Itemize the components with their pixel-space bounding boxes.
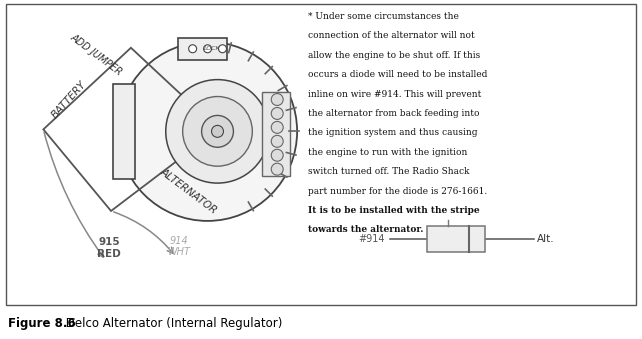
Circle shape [183,97,252,166]
Text: BATTERY: BATTERY [50,79,89,120]
Circle shape [271,163,283,175]
Text: #914: #914 [358,234,385,244]
Text: occurs a diode will need to be installed: occurs a diode will need to be installed [308,70,487,79]
Text: Alt.: Alt. [537,234,555,244]
Circle shape [189,45,196,53]
Text: allow the engine to be shut off. If this: allow the engine to be shut off. If this [308,51,480,60]
Text: Figure 8.6: Figure 8.6 [8,317,76,330]
Bar [263,92,290,176]
Circle shape [271,149,283,161]
Text: the ignition system and thus causing: the ignition system and thus causing [308,128,478,137]
Circle shape [271,94,283,105]
Text: 915: 915 [98,237,120,247]
Text: * Under some circumstances the: * Under some circumstances the [308,12,459,21]
Text: towards the alternator.: towards the alternator. [308,225,424,234]
Circle shape [118,42,297,221]
Text: the engine to run with the ignition: the engine to run with the ignition [308,148,467,157]
Bar [428,226,485,252]
Circle shape [218,45,227,53]
Text: 914: 914 [169,236,188,246]
Text: inline on wire #914. This will prevent: inline on wire #914. This will prevent [308,89,482,99]
Bar [113,84,135,179]
Circle shape [166,80,269,183]
Text: switch turned off. The Radio Shack: switch turned off. The Radio Shack [308,167,469,176]
Circle shape [271,135,283,147]
Text: LOCK: LOCK [204,46,221,51]
Circle shape [204,45,211,53]
Text: RED: RED [97,249,121,259]
Text: part number for the diode is 276-1661.: part number for the diode is 276-1661. [308,186,487,196]
Bar [178,38,227,60]
Circle shape [271,107,283,119]
Text: WHT: WHT [167,247,190,257]
Text: ALTERNATOR: ALTERNATOR [159,166,219,216]
Circle shape [271,121,283,133]
Text: It is to be installed with the stripe: It is to be installed with the stripe [308,206,480,215]
Circle shape [202,116,234,147]
Text: connection of the alternator will not: connection of the alternator will not [308,31,475,40]
Circle shape [211,125,223,137]
Text: Delco Alternator (Internal Regulator): Delco Alternator (Internal Regulator) [62,317,282,330]
Text: ADD JUMPER: ADD JUMPER [69,32,124,77]
Text: the alternator from back feeding into: the alternator from back feeding into [308,109,480,118]
